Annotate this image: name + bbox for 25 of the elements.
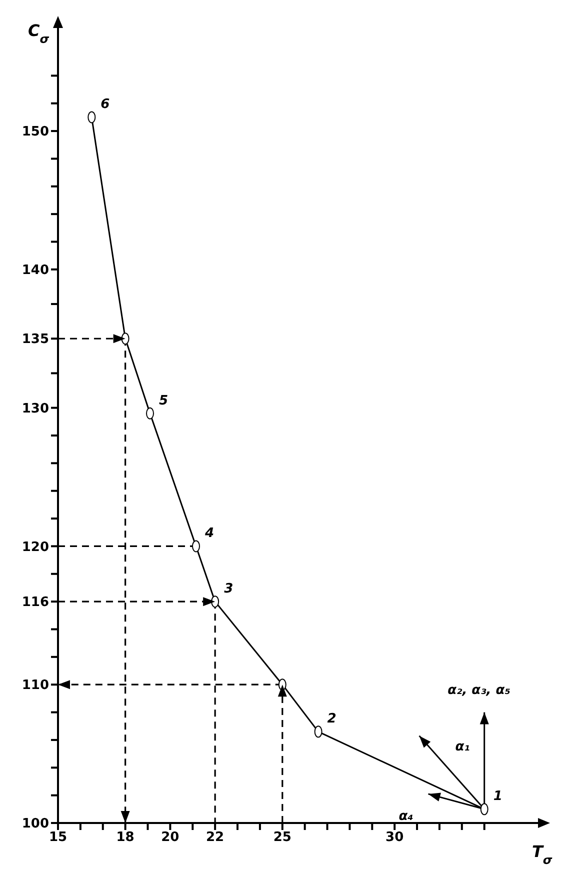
- x-tick-label: 22: [206, 830, 224, 846]
- annotation: 6: [100, 97, 110, 112]
- annotation: α₄: [398, 809, 414, 824]
- annotation: 5: [159, 393, 168, 408]
- y-tick-label: 100: [22, 816, 49, 832]
- annotation: 2: [327, 712, 336, 727]
- y-tick-label: 130: [22, 401, 49, 416]
- annotation: α₁: [455, 739, 470, 754]
- x-tick-label: 18: [116, 830, 134, 846]
- y-tick-label: 120: [22, 540, 49, 555]
- x-tick-label: 20: [161, 830, 180, 846]
- annotation: 4: [204, 526, 214, 542]
- y-axis-title: C$_{σ}$: [28, 21, 50, 46]
- x-axis-title: T$_{σ}$: [532, 842, 553, 867]
- x-tick-label: 15: [48, 830, 68, 846]
- y-tick-label: 150: [22, 124, 49, 140]
- x-tick-label: 30: [386, 830, 404, 846]
- y-tick-label: 135: [22, 332, 49, 348]
- y-tick-label: 116: [22, 595, 49, 610]
- annotation: 3: [224, 582, 234, 597]
- annotation: 1: [493, 789, 502, 804]
- y-tick-label: 110: [22, 678, 49, 694]
- annotation: α₂, α₃, α₅: [448, 683, 511, 698]
- y-tick-label: 140: [22, 263, 49, 278]
- x-tick-label: 25: [273, 830, 292, 846]
